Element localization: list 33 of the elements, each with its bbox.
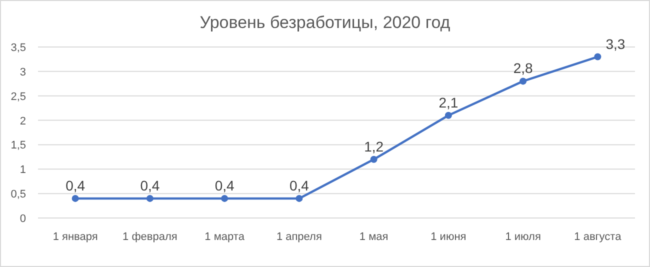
data-label: 2,8 [513,60,534,76]
x-tick-label: 1 февраля [122,231,178,243]
data-label: 2,1 [438,94,458,110]
data-label: 0,4 [140,177,160,194]
point [146,194,154,202]
y-tick-label: 3,5 [10,42,26,54]
point [520,78,527,85]
point [594,53,602,60]
x-tick-label: 1 апреля [276,231,322,243]
point [370,156,378,163]
y-tick-label: 0 [20,213,26,225]
x-tick-label: 1 июня [430,231,466,243]
y-tick-label: 3 [20,66,26,78]
point [221,194,228,202]
y-tick-label: 0,5 [10,188,26,201]
y-tick-label: 2 [20,115,26,128]
y-tick-label: 2,5 [10,90,26,103]
x-tick-label: 1 марта [204,231,246,243]
data-label: 0,4 [289,177,310,194]
y-tick-label: 1,5 [10,140,26,152]
data-label: 1,2 [364,138,384,154]
point [72,194,79,202]
chart-title: Уровень безработицы, 2020 год [200,13,450,32]
data-label: 0,4 [214,177,235,194]
y-tick-label: 1 [20,164,26,176]
x-tick-label: 1 января [52,231,98,243]
data-label: 3,3 [606,36,626,52]
x-tick-label: 1 июля [505,231,541,243]
point [296,194,303,202]
x-tick-label: 1 августа [574,231,622,243]
x-tick-label: 1 мая [359,231,388,243]
point [444,112,452,119]
data-label: 0,4 [66,177,86,194]
